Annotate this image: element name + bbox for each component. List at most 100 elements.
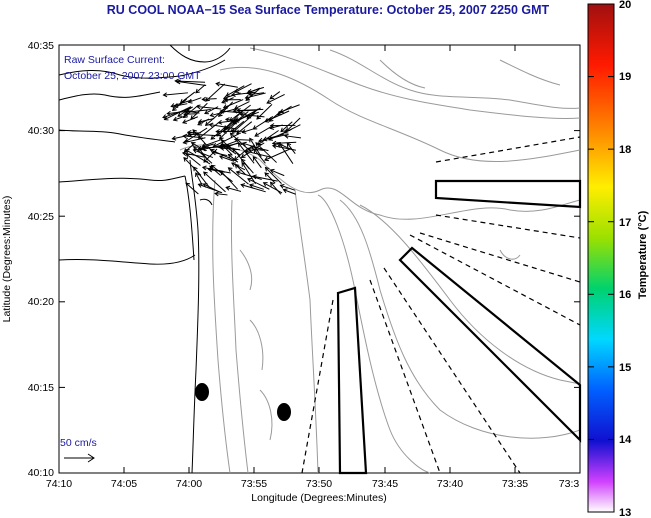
current-vector [209, 124, 237, 130]
current-vector [232, 111, 259, 122]
current-vector [220, 143, 233, 156]
current-vector [223, 99, 244, 109]
current-vector [268, 128, 293, 141]
current-vector-head [197, 134, 203, 139]
current-vector-head [177, 112, 183, 117]
current-vector [252, 175, 278, 182]
current-vector-head [220, 139, 226, 145]
current-vector [202, 98, 217, 100]
current-vector [193, 146, 213, 164]
current-vector [193, 166, 211, 189]
current-vector-head [264, 172, 270, 177]
current-vector-head [240, 183, 246, 188]
x-tick-label: 73:35 [502, 478, 528, 490]
scale-arrow [64, 453, 95, 463]
current-vector [222, 144, 237, 155]
current-vector-head [223, 97, 228, 103]
current-vector [280, 121, 293, 132]
current-vector-head [237, 142, 243, 148]
current-vector-head [193, 145, 198, 151]
current-vector [163, 92, 188, 96]
current-vector-head [256, 114, 261, 120]
axis-ticks [58, 44, 581, 474]
coastline [58, 44, 231, 474]
plot-frame [58, 44, 581, 474]
current-vector [213, 133, 240, 147]
current-vector [184, 113, 198, 115]
current-vector [195, 172, 203, 186]
current-vector-head [225, 185, 231, 191]
current-vector-head [247, 177, 252, 183]
current-vector [241, 162, 256, 185]
current-vector-head [201, 142, 207, 148]
current-vector-head [252, 155, 258, 161]
current-vector-head [233, 137, 239, 143]
current-vector-head [182, 133, 188, 139]
y-tick-label: 40:35 [28, 40, 54, 52]
current-vector [245, 88, 260, 101]
current-vector-head [210, 135, 216, 140]
current-vector-head [197, 119, 203, 124]
current-vector-head [218, 112, 223, 117]
current-vector [240, 113, 265, 118]
current-vector-head [224, 117, 230, 123]
current-vector [253, 116, 274, 130]
current-vector [270, 169, 285, 177]
current-vector [234, 147, 249, 161]
scale-label: 50 cm/s [60, 437, 97, 449]
current-vector [192, 129, 212, 151]
x-axis-label: Longitude (Degrees:Minutes) [251, 492, 386, 504]
current-vector-head [283, 133, 289, 139]
current-vector [286, 142, 296, 155]
current-vector [215, 193, 228, 196]
current-vector [231, 162, 246, 171]
current-vector-head [186, 130, 192, 136]
current-vector [236, 121, 253, 134]
current-vector-head [227, 153, 233, 159]
current-vector [238, 142, 255, 164]
current-vector [270, 182, 282, 195]
current-vector-head [221, 128, 227, 134]
current-vector [219, 155, 235, 162]
current-vector [185, 127, 208, 143]
colorbar [587, 3, 615, 513]
current-vector-head [208, 122, 214, 128]
current-vector-head [230, 92, 236, 98]
current-vector [204, 106, 219, 114]
current-vector [195, 84, 206, 94]
current-vector-head [182, 119, 187, 124]
current-vector-head [193, 166, 198, 172]
current-vector [173, 115, 186, 121]
current-vector-head [183, 111, 188, 117]
current-vector-head [241, 129, 247, 134]
current-vector [256, 104, 273, 120]
current-vector-head [262, 182, 268, 187]
current-vector-head [220, 143, 226, 148]
current-vector-head [231, 162, 236, 167]
x-tick-labels: 74:10 74:05 74:00 73:55 73:50 73:45 73:4… [46, 478, 580, 490]
current-vector-head [280, 127, 286, 133]
current-vector-head [268, 117, 274, 122]
current-vector [264, 110, 290, 123]
current-vector [174, 103, 188, 107]
colorbar-tick-label: 20 [619, 0, 631, 11]
current-vector [220, 110, 246, 114]
current-vector [203, 171, 226, 193]
current-vector-head [182, 139, 188, 145]
current-vector-head [249, 137, 254, 143]
current-label: Raw Surface Current: [64, 54, 165, 66]
current-vector-head [286, 142, 292, 148]
colorbar-ticks [588, 3, 614, 513]
current-vector [182, 116, 199, 124]
current-vector-head [269, 125, 275, 130]
current-vector-head [279, 183, 285, 189]
y-axis-label: Latitude (Degrees:Minutes) [1, 196, 13, 323]
surface-current-vectors [162, 78, 301, 197]
current-vector [286, 117, 301, 132]
current-vector [220, 170, 239, 190]
current-vector [269, 110, 282, 122]
current-vector [249, 92, 265, 96]
current-vector-head [211, 150, 217, 156]
current-vector-head [201, 165, 207, 171]
current-vector [242, 127, 256, 133]
